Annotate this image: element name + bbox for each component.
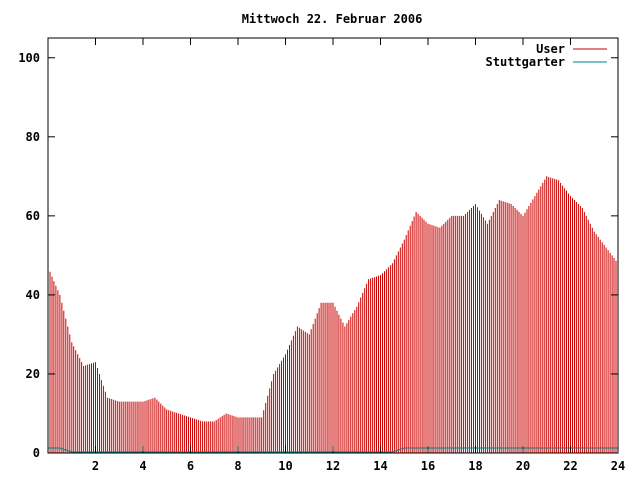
y-tick-label: 40 <box>26 288 40 302</box>
x-tick-label: 12 <box>326 459 340 473</box>
y-tick-label: 60 <box>26 209 40 223</box>
x-tick-label: 18 <box>468 459 482 473</box>
legend-label: User <box>536 42 565 56</box>
legend-label: Stuttgarter <box>486 55 565 69</box>
chart-title: Mittwoch 22. Februar 2006 <box>242 12 423 26</box>
x-tick-label: 6 <box>187 459 194 473</box>
x-tick-label: 4 <box>139 459 146 473</box>
series-user <box>47 176 619 453</box>
y-tick-label: 0 <box>33 446 40 460</box>
x-tick-label: 16 <box>421 459 435 473</box>
x-tick-label: 2 <box>92 459 99 473</box>
y-tick-label: 20 <box>26 367 40 381</box>
x-tick-label: 10 <box>278 459 292 473</box>
x-tick-label: 8 <box>234 459 241 473</box>
x-tick-label: 24 <box>611 459 625 473</box>
x-tick-label: 14 <box>373 459 387 473</box>
y-tick-label: 100 <box>18 51 40 65</box>
x-tick-label: 20 <box>516 459 530 473</box>
series-layer <box>47 176 619 454</box>
y-tick-label: 80 <box>26 130 40 144</box>
x-tick-label: 22 <box>563 459 577 473</box>
